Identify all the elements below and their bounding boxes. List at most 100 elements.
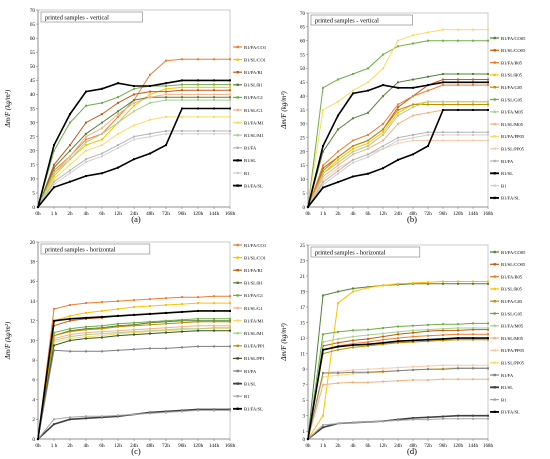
- data-point: [427, 418, 429, 421]
- series-b1-fa-sl: [307, 337, 489, 440]
- legend-label: B1/SL/CO05: [501, 262, 526, 267]
- data-point: [427, 31, 429, 34]
- data-point: [117, 82, 119, 85]
- data-point: [352, 147, 354, 150]
- data-point: [337, 374, 339, 377]
- y-tick-label: 23: [300, 259, 306, 264]
- legend-marker: [236, 281, 239, 284]
- data-point: [53, 149, 55, 152]
- data-point: [352, 72, 354, 75]
- data-point: [322, 167, 324, 170]
- data-point: [149, 347, 151, 350]
- x-tick-label: 72h: [162, 211, 170, 217]
- y-tick-label: 12: [30, 319, 36, 325]
- data-point: [382, 128, 384, 131]
- y-tick-label: 0: [32, 437, 35, 443]
- y-tick-label: 6: [32, 378, 35, 384]
- data-point: [427, 139, 429, 142]
- data-point: [69, 144, 71, 147]
- data-point: [472, 282, 474, 285]
- data-point: [53, 349, 55, 352]
- data-point: [367, 145, 369, 148]
- data-point: [213, 295, 215, 298]
- x-tick-label: 120h: [453, 212, 464, 217]
- data-point: [367, 420, 369, 423]
- data-point: [487, 84, 489, 87]
- data-point: [165, 411, 167, 414]
- y-tick-label: 65: [30, 22, 36, 28]
- data-point: [457, 139, 459, 142]
- data-point: [412, 153, 414, 156]
- data-point: [181, 107, 183, 110]
- y-tick-label: 15: [30, 163, 36, 169]
- data-point: [101, 127, 103, 130]
- data-point: [487, 78, 489, 81]
- data-point: [117, 132, 119, 135]
- data-point: [197, 99, 199, 102]
- data-point: [85, 132, 87, 135]
- data-point: [213, 132, 215, 135]
- y-tick-label: 5: [32, 191, 35, 197]
- y-tick-label: 50: [300, 67, 306, 72]
- data-point: [117, 101, 119, 104]
- data-point: [229, 309, 231, 312]
- data-point: [322, 183, 324, 186]
- data-point: [442, 280, 444, 283]
- data-point: [197, 345, 199, 348]
- data-point: [69, 337, 71, 340]
- data-point: [133, 158, 135, 161]
- legend-marker: [236, 319, 239, 322]
- data-point: [213, 309, 215, 312]
- data-point: [213, 89, 215, 92]
- legend-marker: [236, 306, 239, 310]
- legend-label: B1/SL: [501, 171, 513, 176]
- legend-marker: [493, 73, 496, 77]
- data-point: [53, 169, 55, 172]
- data-point: [133, 328, 135, 331]
- data-point: [101, 101, 103, 104]
- x-tick-label: 12h: [379, 212, 387, 217]
- data-point: [117, 325, 119, 328]
- legend-label: B1/SL/PP05: [501, 147, 525, 152]
- legend-label: B1/SL/B05: [501, 73, 523, 78]
- data-point: [181, 86, 183, 89]
- chart-panel-b: 0 5 10 15 20 25 30 35 40 45 50 55 60 65 70 0h 1 h 2h 4h 6h 1…: [276, 0, 550, 230]
- data-point: [472, 367, 474, 370]
- data-point: [472, 84, 474, 87]
- data-point: [472, 333, 474, 336]
- data-point: [229, 324, 231, 327]
- legend-label: B1/FA/M05: [501, 110, 524, 115]
- chart-title-box: [40, 243, 151, 255]
- y-tick-label: 7: [303, 383, 306, 388]
- data-point: [181, 410, 183, 413]
- data-point: [412, 341, 414, 343]
- data-point: [472, 327, 474, 330]
- data-point: [133, 101, 135, 104]
- data-point: [412, 114, 414, 117]
- legend-marker: [236, 407, 239, 410]
- data-point: [457, 39, 459, 42]
- data-point: [101, 336, 103, 339]
- legend-label: B1/FA/B05: [501, 274, 523, 279]
- chart-c-svg: 0 2 4 6 8 10 12 14 16 18 20 0h 1 h 2h 4h 6h 12h 24h 48h 72h…: [4, 240, 267, 456]
- data-point: [487, 328, 489, 331]
- data-point: [457, 109, 459, 111]
- panel-label: (c): [131, 446, 141, 456]
- legend-marker: [236, 332, 239, 335]
- data-point: [149, 84, 151, 87]
- y-tick-label: 65: [300, 26, 306, 31]
- data-point: [69, 172, 71, 175]
- legend-marker: [236, 108, 239, 112]
- data-point: [382, 332, 384, 335]
- legend-marker: [493, 49, 496, 52]
- legend-marker: [493, 250, 496, 254]
- data-point: [382, 327, 384, 330]
- legend-label: B1/FA/SL: [244, 407, 263, 412]
- data-point: [149, 101, 151, 104]
- data-point: [442, 417, 444, 420]
- data-point: [487, 333, 489, 336]
- legend-marker: [236, 159, 239, 162]
- data-point: [367, 341, 369, 343]
- data-point: [352, 92, 354, 95]
- data-point: [412, 339, 414, 342]
